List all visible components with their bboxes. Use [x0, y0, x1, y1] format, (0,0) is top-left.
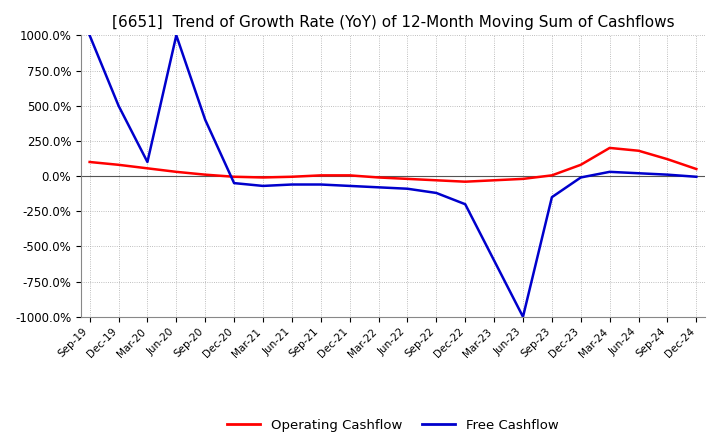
- Operating Cashflow: [317, 173, 325, 178]
- Title: [6651]  Trend of Growth Rate (YoY) of 12-Month Moving Sum of Cashflows: [6651] Trend of Growth Rate (YoY) of 12-…: [112, 15, 675, 30]
- Free Cashflow: [114, 103, 123, 108]
- Operating Cashflow: [172, 169, 181, 175]
- Operating Cashflow: [230, 174, 238, 180]
- Line: Operating Cashflow: Operating Cashflow: [89, 148, 696, 182]
- Operating Cashflow: [518, 176, 527, 182]
- Operating Cashflow: [403, 176, 412, 182]
- Free Cashflow: [663, 172, 672, 177]
- Operating Cashflow: [143, 166, 152, 171]
- Free Cashflow: [692, 174, 701, 180]
- Free Cashflow: [346, 183, 354, 189]
- Free Cashflow: [548, 194, 557, 200]
- Free Cashflow: [577, 175, 585, 180]
- Operating Cashflow: [114, 162, 123, 168]
- Legend: Operating Cashflow, Free Cashflow: Operating Cashflow, Free Cashflow: [222, 414, 564, 437]
- Operating Cashflow: [432, 178, 441, 183]
- Operating Cashflow: [490, 178, 498, 183]
- Free Cashflow: [461, 202, 469, 207]
- Operating Cashflow: [692, 166, 701, 172]
- Operating Cashflow: [461, 179, 469, 184]
- Free Cashflow: [518, 314, 527, 319]
- Operating Cashflow: [346, 173, 354, 178]
- Operating Cashflow: [374, 175, 383, 180]
- Free Cashflow: [490, 258, 498, 263]
- Free Cashflow: [85, 33, 94, 38]
- Free Cashflow: [432, 191, 441, 196]
- Operating Cashflow: [201, 172, 210, 177]
- Line: Free Cashflow: Free Cashflow: [89, 35, 696, 317]
- Free Cashflow: [258, 183, 267, 189]
- Operating Cashflow: [577, 162, 585, 168]
- Free Cashflow: [143, 159, 152, 165]
- Free Cashflow: [201, 117, 210, 122]
- Operating Cashflow: [548, 173, 557, 178]
- Free Cashflow: [230, 180, 238, 186]
- Free Cashflow: [634, 171, 643, 176]
- Free Cashflow: [374, 185, 383, 190]
- Operating Cashflow: [258, 175, 267, 180]
- Operating Cashflow: [606, 145, 614, 150]
- Free Cashflow: [287, 182, 296, 187]
- Operating Cashflow: [634, 148, 643, 154]
- Free Cashflow: [606, 169, 614, 175]
- Free Cashflow: [172, 33, 181, 38]
- Operating Cashflow: [663, 157, 672, 162]
- Free Cashflow: [317, 182, 325, 187]
- Free Cashflow: [403, 186, 412, 191]
- Operating Cashflow: [287, 174, 296, 180]
- Operating Cashflow: [85, 159, 94, 165]
